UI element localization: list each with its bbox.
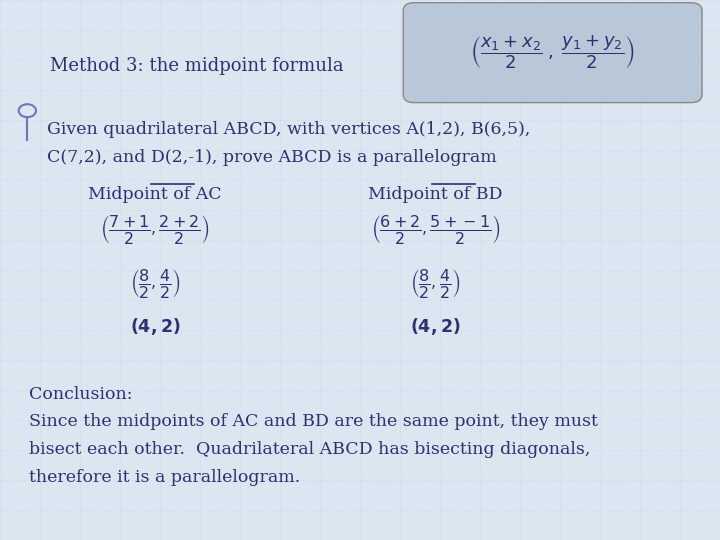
Text: $\left(\dfrac{6+2}{2},\dfrac{5+-1}{2}\right)$: $\left(\dfrac{6+2}{2},\dfrac{5+-1}{2}\ri… <box>371 213 500 246</box>
Text: Midpoint of AC: Midpoint of AC <box>88 186 222 203</box>
Text: $\mathbf{(4,2)}$: $\mathbf{(4,2)}$ <box>410 316 461 337</box>
Text: therefore it is a parallelogram.: therefore it is a parallelogram. <box>29 469 300 486</box>
Text: $\mathbf{(4,2)}$: $\mathbf{(4,2)}$ <box>130 316 180 337</box>
Text: Conclusion:: Conclusion: <box>29 386 132 403</box>
Text: Method 3: the midpoint formula: Method 3: the midpoint formula <box>50 57 344 75</box>
FancyBboxPatch shape <box>403 3 702 103</box>
Text: $\left(\dfrac{x_1+x_2}{2}\;,\;\dfrac{y_1+y_2}{2}\right)$: $\left(\dfrac{x_1+x_2}{2}\;,\;\dfrac{y_1… <box>470 34 635 71</box>
Text: Given quadrilateral ABCD, with vertices A(1,2), B(6,5),: Given quadrilateral ABCD, with vertices … <box>47 122 530 138</box>
Text: C(7,2), and D(2,-1), prove ABCD is a parallelogram: C(7,2), and D(2,-1), prove ABCD is a par… <box>47 148 497 165</box>
Text: Since the midpoints of AC and BD are the same point, they must: Since the midpoints of AC and BD are the… <box>29 413 598 430</box>
Text: $\left(\dfrac{7+1}{2},\dfrac{2+2}{2}\right)$: $\left(\dfrac{7+1}{2},\dfrac{2+2}{2}\rig… <box>100 213 210 246</box>
Text: $\left(\dfrac{8}{2},\dfrac{4}{2}\right)$: $\left(\dfrac{8}{2},\dfrac{4}{2}\right)$ <box>410 267 461 300</box>
Text: bisect each other.  Quadrilateral ABCD has bisecting diagonals,: bisect each other. Quadrilateral ABCD ha… <box>29 441 590 458</box>
Text: $\left(\dfrac{8}{2},\dfrac{4}{2}\right)$: $\left(\dfrac{8}{2},\dfrac{4}{2}\right)$ <box>130 267 180 300</box>
Text: Midpoint of BD: Midpoint of BD <box>369 186 503 203</box>
